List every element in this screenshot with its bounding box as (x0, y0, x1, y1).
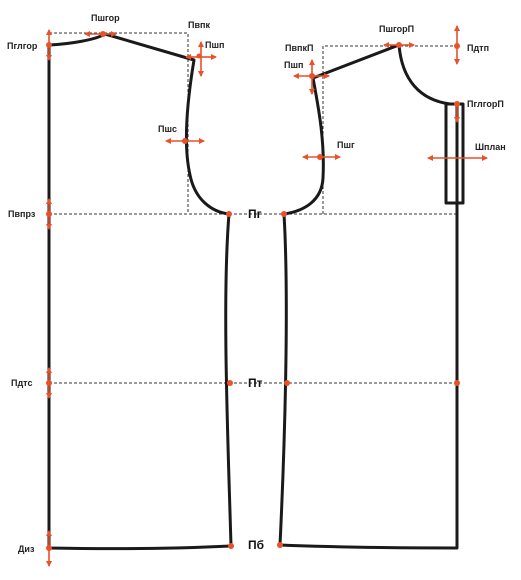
label-back-shoulder-point-height: Пвпк (188, 20, 210, 30)
back-neck-guide (49, 32, 189, 214)
point-front-shoulder (309, 73, 315, 79)
label-chest-width: Пшг (337, 140, 355, 150)
pattern-outlines (47, 32, 465, 551)
label-back-shoulder-length: Пшп (205, 40, 225, 50)
label-back-width: Пшс (158, 124, 177, 134)
point-back-neck-width (100, 31, 106, 37)
label-front-shoulder-point-height: ПвпкП (285, 43, 314, 53)
point-front-waist-side (284, 380, 290, 386)
point-back-waist-center (46, 380, 52, 386)
point-front-waist-length (454, 43, 460, 49)
label-product-length: Диз (18, 544, 35, 554)
point-front-waist-center (454, 380, 460, 386)
label-back-neck-depth: Пглгор (7, 41, 38, 51)
point-front-bust (281, 211, 287, 217)
label-front-waist-length: Пдтп (467, 43, 490, 53)
point-chest-width (317, 154, 323, 160)
label-front-neck-width: ПшгорП (379, 24, 415, 34)
back-piece-outline (47, 32, 233, 551)
point-back-neck-depth (46, 42, 52, 48)
point-back-width (182, 138, 188, 144)
point-front-neck-depth (454, 101, 460, 107)
point-length-center (46, 545, 52, 551)
front-piece-outline (278, 43, 459, 550)
key-points (46, 31, 460, 551)
label-front-shoulder-length: Пшп (284, 60, 304, 70)
label-back-armhole-depth: Пвпрз (8, 209, 36, 219)
point-back-armhole (46, 211, 52, 217)
point-front-neck-width (396, 42, 402, 48)
label-placket-width: Шплан (475, 142, 506, 152)
label-hip-line: Пб (248, 538, 265, 552)
label-back-waist-length: Пдтс (11, 378, 33, 388)
label-back-neck-width: Пшгор (91, 13, 120, 23)
point-back-waist-side (227, 380, 233, 386)
point-front-hip (277, 542, 283, 548)
label-waist-line: Пт (248, 376, 263, 390)
point-back-hip (228, 543, 234, 549)
label-bust-line: Пг (248, 207, 262, 221)
label-front-neck-depth: ПглгорП (467, 99, 504, 109)
point-back-bust (226, 211, 232, 217)
front-placket (444, 102, 465, 205)
measurement-arrows (46, 25, 488, 567)
point-back-shoulder (196, 53, 202, 59)
front-neck-guide (322, 45, 457, 214)
